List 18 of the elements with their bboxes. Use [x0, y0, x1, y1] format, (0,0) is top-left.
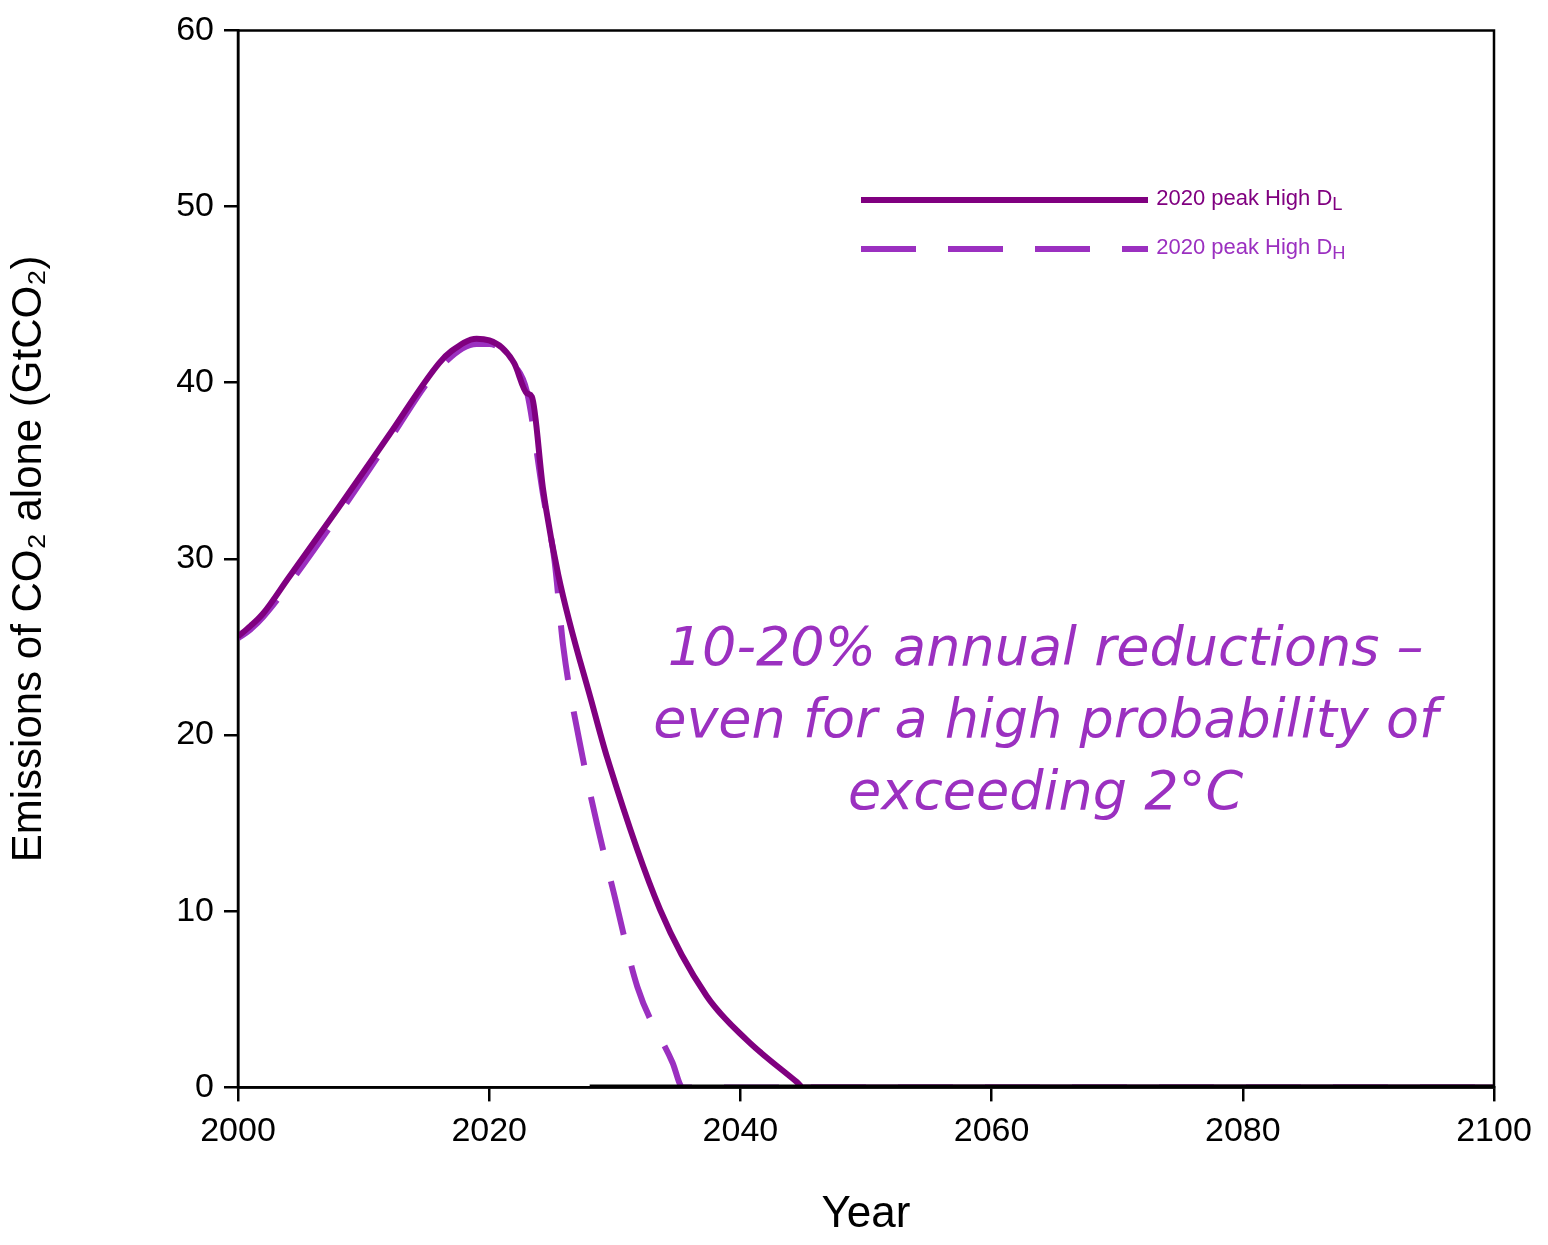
x-tick-label: 2000: [200, 1110, 276, 1149]
y-tick-label: 10: [176, 889, 214, 928]
x-axis-title: Year: [821, 1186, 911, 1236]
x-tick-label: 2100: [1456, 1110, 1532, 1149]
y-tick-label: 40: [176, 361, 214, 400]
x-tick-label: 2080: [1204, 1110, 1281, 1149]
y-tick-label: 20: [176, 713, 214, 752]
text: 2020 peak High D$_{H}$: [1156, 233, 1346, 265]
y-axis-title: Emissions of CO₂ alone (GtCO₂): [2, 255, 50, 863]
y-tick-label: 50: [176, 184, 214, 223]
y-tick-label: 60: [176, 8, 214, 47]
text: 2020 peak High D$_{L}$: [1156, 184, 1343, 216]
x-tick-label: 2020: [451, 1110, 528, 1149]
x-tick-label: 2060: [953, 1110, 1030, 1149]
y-tick-label: 30: [176, 537, 214, 576]
annotation: 10-20% annual reductions – even for a high probability of exceeding 2°C: [653, 614, 1446, 822]
x-tick-label: 2040: [702, 1110, 779, 1149]
y-tick-label: 0: [195, 1065, 214, 1104]
